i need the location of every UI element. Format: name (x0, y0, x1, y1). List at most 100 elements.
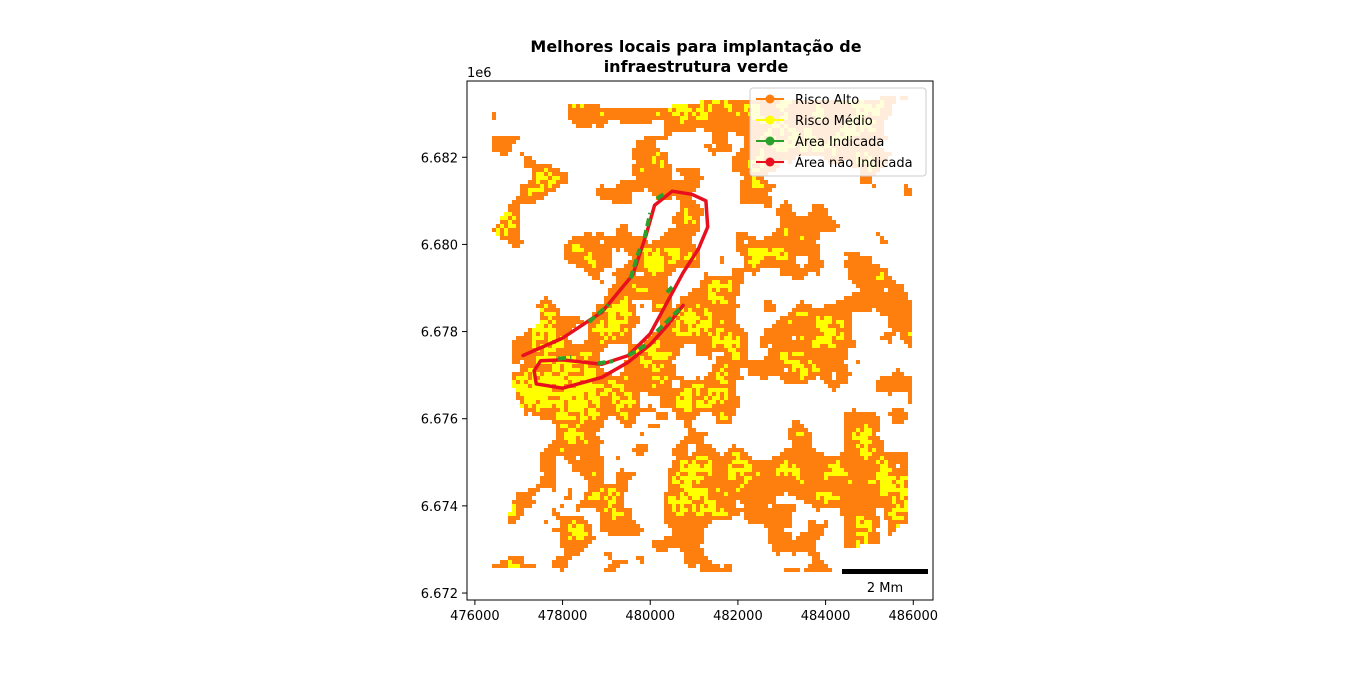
risk-medium-cell (660, 352, 664, 356)
risk-medium-cell (688, 308, 692, 312)
risk-high-cell (908, 344, 912, 348)
risk-high-cell (700, 452, 704, 456)
risk-high-cell (872, 440, 876, 444)
risk-high-cell (784, 456, 788, 460)
risk-high-cell (584, 424, 588, 428)
risk-medium-cell (828, 332, 832, 336)
risk-high-cell (800, 328, 804, 332)
risk-high-cell (716, 360, 720, 364)
risk-high-cell (540, 416, 544, 420)
risk-high-cell (604, 312, 608, 316)
risk-high-cell (728, 100, 732, 104)
risk-high-cell (792, 256, 796, 260)
risk-high-cell (828, 372, 832, 376)
risk-high-cell (848, 256, 852, 260)
risk-high-cell (632, 180, 636, 184)
risk-high-cell (692, 104, 696, 108)
risk-high-cell (692, 120, 696, 124)
risk-high-cell (772, 340, 776, 344)
risk-high-cell (720, 372, 724, 376)
risk-high-cell (624, 372, 628, 376)
risk-high-cell (832, 460, 836, 464)
risk-high-cell (788, 256, 792, 260)
risk-high-cell (544, 368, 548, 372)
risk-high-cell (724, 128, 728, 132)
risk-high-cell (580, 112, 584, 116)
risk-high-cell (652, 392, 656, 396)
risk-high-cell (636, 296, 640, 300)
risk-high-cell (844, 260, 848, 264)
risk-high-cell (856, 420, 860, 424)
risk-medium-cell (680, 460, 684, 464)
risk-high-cell (884, 452, 888, 456)
risk-high-cell (896, 384, 900, 388)
risk-high-cell (876, 440, 880, 444)
risk-high-cell (772, 240, 776, 244)
risk-medium-cell (620, 320, 624, 324)
risk-high-cell (624, 232, 628, 236)
risk-medium-cell (592, 396, 596, 400)
risk-high-cell (704, 276, 708, 280)
risk-high-cell (564, 316, 568, 320)
risk-high-cell (712, 108, 716, 112)
risk-high-cell (688, 428, 692, 432)
risk-high-cell (780, 240, 784, 244)
risk-high-cell (664, 180, 668, 184)
risk-high-cell (648, 284, 652, 288)
risk-high-cell (800, 252, 804, 256)
risk-medium-cell (740, 460, 744, 464)
risk-high-cell (876, 272, 880, 276)
risk-high-cell (736, 328, 740, 332)
risk-medium-cell (860, 448, 864, 452)
risk-high-cell (788, 244, 792, 248)
risk-high-cell (664, 372, 668, 376)
risk-high-cell (696, 376, 700, 380)
risk-high-cell (752, 188, 756, 192)
risk-medium-cell (548, 400, 552, 404)
risk-high-cell (796, 436, 800, 440)
risk-high-cell (704, 472, 708, 476)
risk-high-cell (628, 184, 632, 188)
risk-high-cell (784, 268, 788, 272)
risk-high-cell (664, 388, 668, 392)
risk-high-cell (780, 336, 784, 340)
risk-high-cell (688, 204, 692, 208)
risk-high-cell (848, 344, 852, 348)
risk-high-cell (556, 432, 560, 436)
risk-high-cell (532, 360, 536, 364)
risk-high-cell (664, 328, 668, 332)
risk-high-cell (756, 460, 760, 464)
risk-high-cell (636, 356, 640, 360)
risk-high-cell (776, 356, 780, 360)
risk-high-cell (628, 108, 632, 112)
risk-high-cell (876, 308, 880, 312)
risk-medium-cell (744, 480, 748, 484)
risk-high-cell (724, 460, 728, 464)
risk-high-cell (668, 176, 672, 180)
risk-medium-cell (736, 460, 740, 464)
risk-high-cell (560, 320, 564, 324)
risk-high-cell (632, 296, 636, 300)
risk-high-cell (816, 328, 820, 332)
risk-high-cell (772, 328, 776, 332)
risk-medium-cell (624, 328, 628, 332)
risk-high-cell (700, 464, 704, 468)
risk-high-cell (900, 332, 904, 336)
risk-high-cell (596, 240, 600, 244)
risk-high-cell (712, 316, 716, 320)
risk-high-cell (876, 436, 880, 440)
risk-high-cell (688, 380, 692, 384)
risk-high-cell (876, 444, 880, 448)
risk-high-cell (632, 108, 636, 112)
risk-high-cell (536, 196, 540, 200)
risk-high-cell (676, 180, 680, 184)
risk-high-cell (704, 384, 708, 388)
risk-high-cell (672, 220, 676, 224)
risk-high-cell (668, 376, 672, 380)
risk-medium-cell (700, 468, 704, 472)
risk-high-cell (568, 352, 572, 356)
risk-medium-cell (724, 388, 728, 392)
risk-high-cell (604, 340, 608, 344)
risk-medium-cell (496, 228, 500, 232)
risk-high-cell (712, 380, 716, 384)
